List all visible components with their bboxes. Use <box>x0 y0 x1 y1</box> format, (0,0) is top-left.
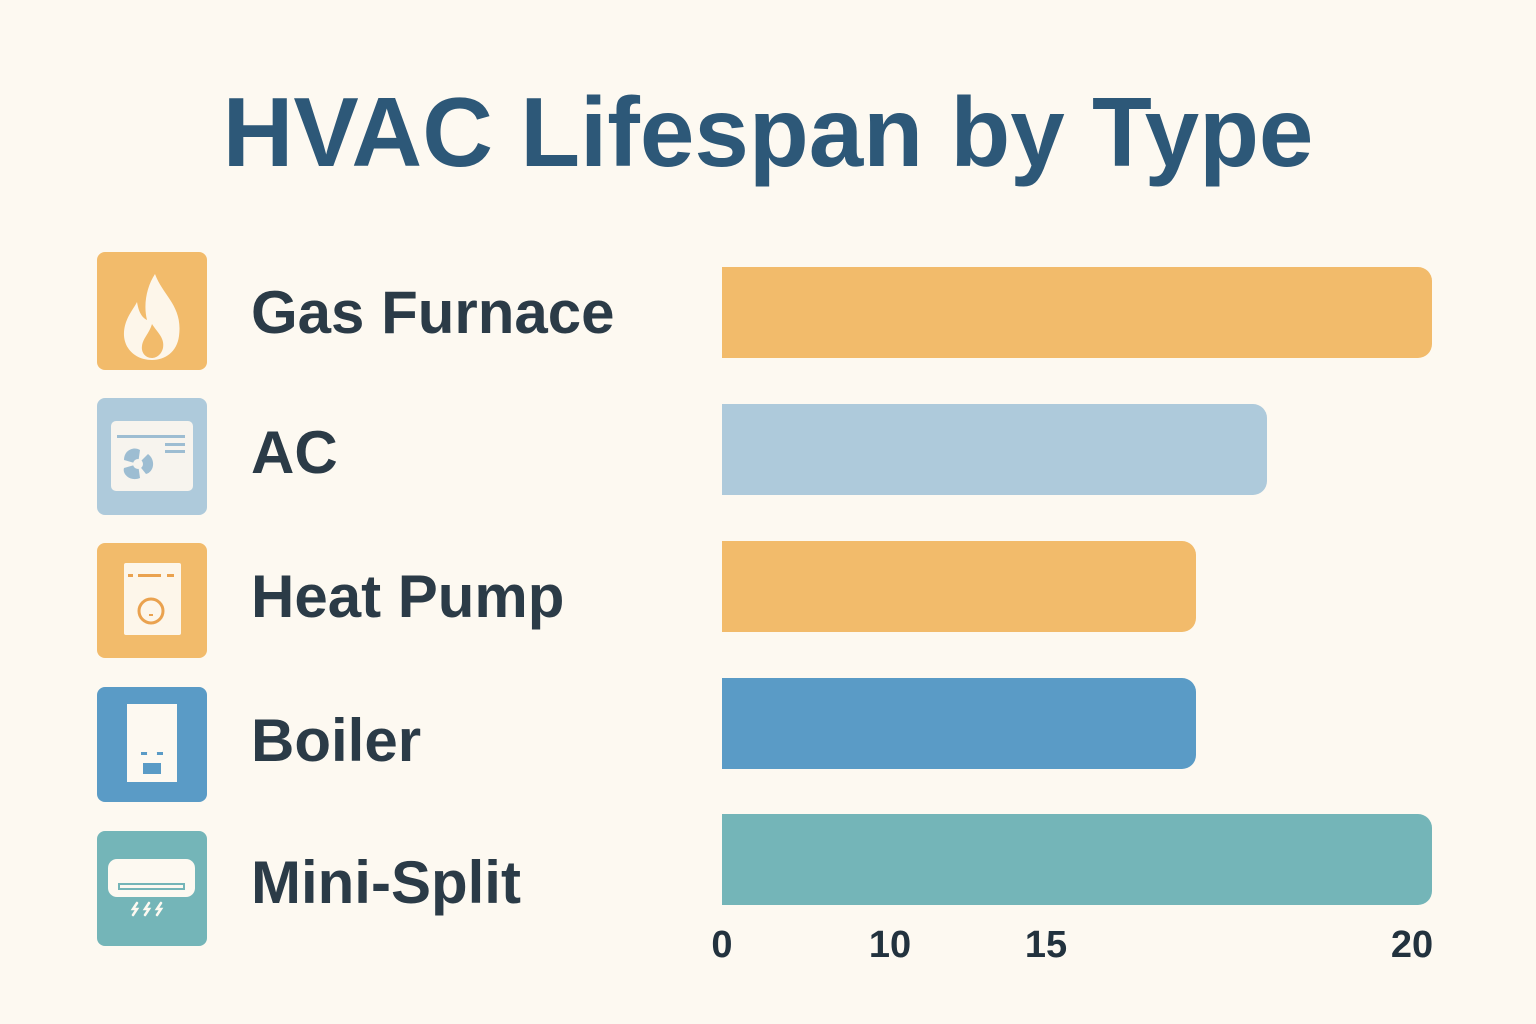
x-tick-label: 10 <box>868 924 912 966</box>
x-tick-label: 0 <box>711 924 733 966</box>
row-label-ac: AC <box>251 419 338 486</box>
bar-heat-pump <box>722 541 1196 632</box>
row-label-heat-pump: Heat Pump <box>251 563 565 630</box>
bar-gas-furnace <box>722 267 1432 358</box>
heat-pump-icon <box>97 543 207 658</box>
flame-icon <box>97 252 207 370</box>
boiler-icon <box>97 687 207 802</box>
chart-title: HVAC Lifespan by Type <box>222 77 1314 187</box>
mini-split-icon <box>97 831 207 946</box>
bar-ac <box>722 404 1267 495</box>
row-label-boiler: Boiler <box>251 707 422 774</box>
row-label-gas-furnace: Gas Furnace <box>251 279 615 346</box>
bar-mini-split <box>722 814 1432 905</box>
x-tick-label: 15 <box>1024 924 1068 966</box>
air-conditioner-icon <box>97 398 207 515</box>
row-label-mini-split: Mini-Split <box>251 849 521 916</box>
bar-boiler <box>722 678 1196 769</box>
x-tick-label: 20 <box>1390 924 1434 966</box>
